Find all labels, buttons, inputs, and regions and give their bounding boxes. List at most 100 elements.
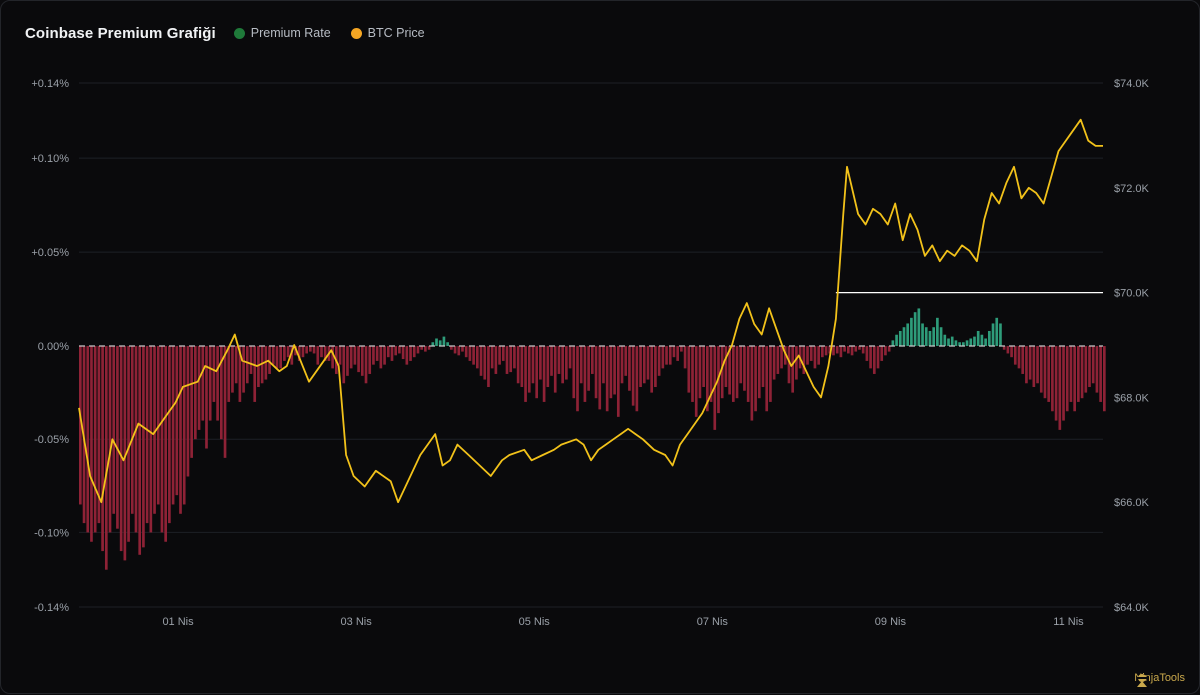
legend-item-btc-price[interactable]: BTC Price <box>350 26 425 40</box>
premium-bar-negative <box>498 346 501 365</box>
premium-bar-negative <box>342 346 346 384</box>
premium-bar-negative <box>691 346 694 402</box>
premium-bar-negative <box>390 346 394 361</box>
premium-bar-negative <box>142 346 145 548</box>
premium-bar-negative <box>227 346 231 402</box>
premium-bar-negative <box>568 346 572 369</box>
premium-bar-negative <box>1039 346 1043 393</box>
premium-bar-positive <box>913 312 917 346</box>
premium-bar-positive <box>902 327 906 346</box>
premium-bar-negative <box>642 346 646 384</box>
premium-bar-negative <box>776 346 780 374</box>
premium-bar-negative <box>587 346 590 391</box>
y-left-tick-label: 0.00% <box>38 341 69 353</box>
premium-bar-negative <box>657 346 661 376</box>
premium-bar-positive <box>936 317 939 346</box>
premium-bar-negative <box>869 346 872 369</box>
btc-price-line <box>78 118 1103 504</box>
premium-bar-negative <box>661 346 665 369</box>
premium-bar-negative <box>839 346 843 358</box>
premium-bar-positive <box>965 340 969 346</box>
premium-bar-negative <box>171 346 175 505</box>
premium-bar-negative <box>160 346 164 533</box>
premium-bar-positive <box>958 342 961 346</box>
premium-bar-negative <box>346 346 349 376</box>
premium-bar-negative <box>802 346 806 374</box>
premium-bar-positive <box>895 334 898 346</box>
premium-bar-negative <box>245 346 249 384</box>
premium-bar-negative <box>349 346 353 369</box>
premium-bar-negative <box>375 346 379 361</box>
premium-bar-negative <box>513 346 516 369</box>
premium-bar-negative <box>112 346 116 514</box>
premium-bar-negative <box>702 346 705 388</box>
premium-bar-negative <box>86 346 90 533</box>
legend-item-premium-rate[interactable]: Premium Rate <box>233 26 331 40</box>
premium-bar-negative <box>813 346 817 369</box>
premium-bar-negative <box>379 346 383 369</box>
premium-bar-negative <box>561 346 564 384</box>
premium-bar-negative <box>698 346 702 399</box>
premium-bar-positive <box>987 330 991 346</box>
premium-bar-negative <box>539 346 542 380</box>
premium-bar-negative <box>709 346 713 402</box>
premium-bar-negative <box>483 346 487 380</box>
premium-bar-negative <box>765 346 769 412</box>
premium-bar-negative <box>424 346 427 352</box>
premium-bar-negative <box>190 346 193 458</box>
premium-bar-negative <box>472 346 475 365</box>
premium-bar-negative <box>887 346 891 352</box>
brand-name: NinjaTools <box>1134 672 1185 684</box>
premium-bar-negative <box>520 346 524 388</box>
premium-bar-positive <box>962 342 965 346</box>
premium-bar-positive <box>932 327 936 346</box>
premium-bar-negative <box>1025 346 1028 384</box>
premium-bar-negative <box>331 346 334 369</box>
premium-bar-negative <box>153 346 156 514</box>
premium-bar-negative <box>238 346 242 402</box>
y-left-tick-label: +0.14% <box>31 78 69 90</box>
premium-bar-negative <box>817 346 820 365</box>
premium-bar-negative <box>386 346 390 358</box>
premium-bar-negative <box>134 346 138 533</box>
premium-bar-negative <box>90 346 93 542</box>
premium-bar-negative <box>1021 346 1025 374</box>
premium-bar-negative <box>305 346 308 354</box>
premium-bar-negative <box>119 346 123 552</box>
premium-bar-negative <box>156 346 160 505</box>
premium-bar-negative <box>739 346 743 384</box>
premium-bar-negative <box>130 346 134 514</box>
premium-bar-negative <box>79 346 82 505</box>
premium-bar-negative <box>1002 346 1006 350</box>
premium-bar-negative <box>1077 346 1080 402</box>
premium-bar-negative <box>168 346 171 524</box>
premium-bar-positive <box>950 336 954 346</box>
premium-bar-negative <box>1073 346 1076 412</box>
premium-bar-negative <box>1084 346 1088 393</box>
premium-bar-negative <box>609 346 613 399</box>
premium-bar-positive <box>446 342 449 346</box>
premium-bar-negative <box>242 346 245 393</box>
premium-bar-negative <box>835 346 839 354</box>
premium-bar-negative <box>101 346 104 552</box>
premium-bar-negative <box>186 346 190 477</box>
premium-bar-negative <box>427 346 431 350</box>
premium-bar-negative <box>275 346 279 369</box>
premium-bar-positive <box>943 334 947 346</box>
premium-bar-negative <box>420 346 424 350</box>
premium-bar-negative <box>416 346 420 354</box>
premium-bar-negative <box>850 346 854 356</box>
premium-bar-negative <box>182 346 186 505</box>
premium-bar-negative <box>772 346 776 380</box>
premium-bar-positive <box>921 323 924 346</box>
premium-bar-negative <box>475 346 479 369</box>
premium-bar-positive <box>910 317 913 346</box>
x-tick-label: 03 Nis <box>341 616 373 628</box>
premium-bar-positive <box>891 340 895 346</box>
premium-bar-negative <box>1028 346 1032 380</box>
premium-bar-negative <box>372 346 375 365</box>
premium-bar-negative <box>116 346 119 529</box>
premium-bar-negative <box>769 346 772 402</box>
premium-bar-negative <box>253 346 257 402</box>
